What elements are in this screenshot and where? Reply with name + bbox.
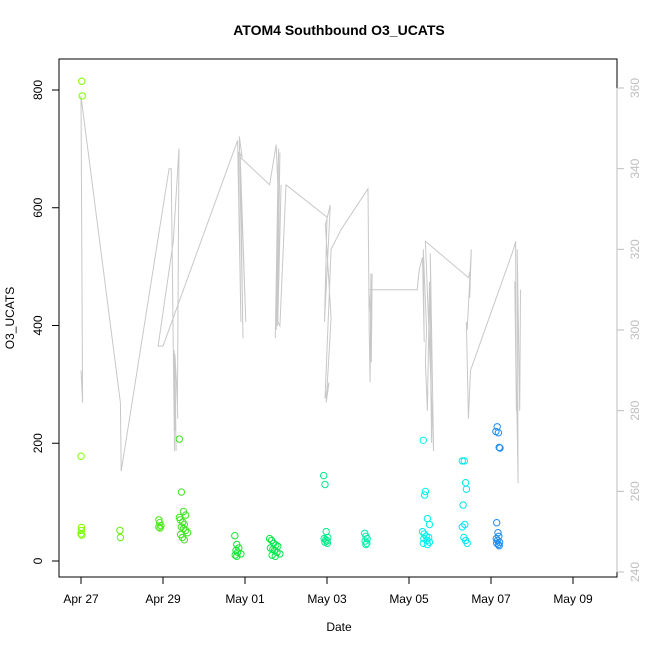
data-point — [231, 551, 239, 559]
data-point — [461, 479, 470, 487]
y2-tick-label: 360 — [628, 78, 642, 98]
data-point — [271, 552, 279, 560]
y2-tick-label: 260 — [628, 481, 642, 501]
data-point — [178, 533, 187, 542]
data-point — [237, 550, 245, 558]
data-point — [493, 519, 501, 527]
x-tick-label: May 05 — [389, 592, 429, 606]
data-point — [276, 550, 284, 558]
data-point — [116, 526, 124, 535]
data-point — [181, 526, 190, 535]
data-point — [419, 539, 427, 547]
data-point — [495, 443, 503, 452]
y2-tick-label: 320 — [628, 239, 642, 259]
x-tick-label: May 03 — [307, 592, 347, 606]
y2-tick-label: 240 — [628, 562, 642, 582]
y-tick-label: 600 — [31, 197, 45, 217]
x-tick-label: May 01 — [225, 592, 265, 606]
chart-title: ATOM4 Southbound O3_UCATS — [233, 22, 445, 38]
data-point — [78, 92, 86, 100]
data-point — [323, 539, 332, 547]
data-point — [459, 501, 467, 509]
y2-tick-label: 340 — [628, 158, 642, 178]
data-point — [418, 527, 427, 536]
x-tick-label: Apr 27 — [63, 592, 99, 606]
data-point — [176, 516, 184, 524]
y-tick-label: 400 — [31, 315, 45, 335]
x-tick-label: May 09 — [553, 592, 593, 606]
y-tick-label: 200 — [31, 433, 45, 453]
data-point — [494, 540, 503, 549]
plot-area: Apr 27 Apr 29 May 01 May 03 May 05 May 07 May … — [31, 58, 642, 606]
data-point — [419, 436, 427, 444]
y-tick-label: 800 — [31, 80, 45, 100]
y2-tick-label: 300 — [628, 320, 642, 340]
data-point — [183, 529, 192, 537]
data-point — [231, 532, 239, 540]
data-point — [175, 435, 184, 443]
data-point — [493, 536, 502, 545]
data-point — [363, 539, 371, 547]
y2-tick-label: 280 — [628, 400, 642, 420]
y-tick-label: 0 — [31, 557, 45, 564]
data-point — [233, 552, 241, 560]
data-point — [77, 452, 85, 460]
data-point — [493, 539, 501, 547]
data-point — [179, 524, 188, 533]
data-point — [265, 534, 274, 543]
data-point — [321, 480, 329, 489]
plot-frame — [58, 58, 618, 578]
data-point — [361, 537, 369, 545]
data-point — [320, 471, 328, 480]
data-point — [77, 530, 85, 538]
trace-line — [80, 96, 521, 484]
data-point — [177, 488, 186, 496]
data-point — [78, 77, 86, 85]
data-point — [156, 524, 164, 532]
data-point — [362, 540, 370, 549]
data-point — [458, 523, 466, 531]
data-point — [495, 542, 503, 550]
data-point — [420, 530, 428, 538]
x-tick-label: Apr 29 — [145, 592, 181, 606]
data-point — [179, 507, 188, 516]
data-point — [463, 539, 471, 547]
data-point — [461, 520, 469, 529]
data-point — [421, 487, 430, 496]
data-point — [155, 523, 163, 531]
data-point — [423, 540, 432, 549]
data-point — [425, 520, 434, 529]
data-point — [458, 457, 466, 465]
x-tick-label: May 07 — [471, 592, 511, 606]
data-point — [180, 536, 189, 544]
data-point — [268, 551, 276, 559]
data-point — [116, 533, 125, 542]
data-point — [420, 491, 429, 499]
data-point — [494, 429, 503, 437]
data-point — [460, 457, 468, 465]
data-point — [462, 485, 471, 493]
y-axis-label: O3_UCATS — [3, 287, 17, 349]
data-point — [77, 526, 86, 535]
data-point — [181, 511, 190, 519]
data-point — [322, 527, 330, 536]
data-point — [496, 444, 504, 452]
x-axis-label: Date — [326, 620, 352, 634]
data-point — [78, 531, 86, 539]
